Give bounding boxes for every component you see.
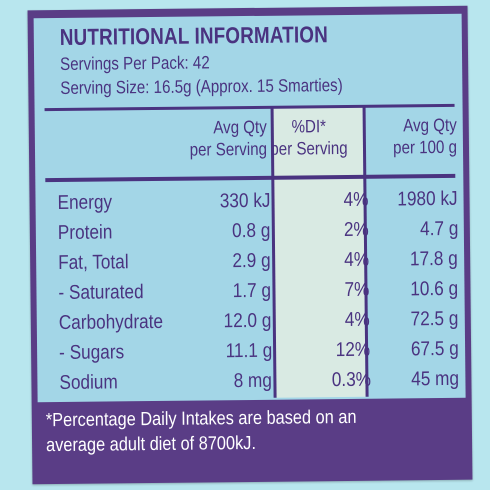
header-avg-per-serving: Avg Qty per Serving — [189, 116, 268, 160]
nutrient-name: Energy — [57, 190, 113, 214]
panel-title: NUTRITIONAL INFORMATION — [59, 21, 329, 50]
header-avg-per-100g: Avg Qty per 100 g — [392, 114, 458, 158]
table-row: Sodium 8 mg 0.3% 45 mg — [59, 364, 463, 398]
value-di: 4% — [344, 248, 370, 271]
value-per-serving: 2.9 g — [232, 249, 271, 272]
table-row: Protein 0.8 g 2% 4.7 g — [58, 214, 462, 248]
nutrient-name: - Sugars — [59, 340, 125, 364]
value-di: 7% — [344, 278, 370, 301]
value-per-serving: 12.0 g — [223, 309, 272, 332]
value-per-serving: 1.7 g — [232, 279, 272, 302]
value-per-serving: 8 mg — [233, 369, 273, 392]
nutrition-table-area: NUTRITIONAL INFORMATION Servings Per Pac… — [33, 13, 466, 403]
value-di: 0.3% — [331, 368, 371, 391]
value-per-100g: 45 mg — [411, 367, 460, 390]
table-row: - Saturated 1.7 g 7% 10.6 g — [58, 274, 462, 308]
servings-per-pack: Servings Per Pack: 42 — [59, 52, 210, 74]
value-di: 4% — [345, 308, 371, 331]
value-per-100g: 72.5 g — [410, 307, 459, 330]
header-di-per-serving: %DI* per Serving — [270, 116, 348, 159]
nutrition-panel: NUTRITIONAL INFORMATION Servings Per Pac… — [27, 5, 473, 485]
value-per-serving: 11.1 g — [225, 339, 272, 362]
value-per-100g: 4.7 g — [419, 217, 458, 240]
value-per-serving: 330 kJ — [219, 189, 271, 212]
table-row: Energy 330 kJ 4% 1980 kJ — [57, 184, 461, 218]
nutrient-table: Energy 330 kJ 4% 1980 kJ Protein 0.8 g 2% 4.7 g… — [57, 184, 463, 398]
value-per-100g: 10.6 g — [410, 277, 459, 300]
nutrient-name: Sodium — [59, 370, 118, 394]
value-per-100g: 17.8 g — [410, 247, 459, 270]
value-per-serving: 0.8 g — [232, 219, 271, 242]
value-di: 4% — [343, 188, 370, 211]
nutrient-name: - Saturated — [58, 280, 144, 304]
serving-size: Serving Size: 16.5g (Approx. 15 Smarties… — [60, 75, 343, 98]
nutrient-name: Protein — [57, 220, 113, 244]
nutrient-name: Fat, Total — [58, 250, 129, 274]
divider-top — [44, 103, 455, 112]
value-per-100g: 1980 kJ — [397, 187, 458, 210]
table-row: - Sugars 11.1 g 12% 67.5 g — [59, 334, 463, 368]
value-di: 12% — [335, 338, 371, 361]
value-per-100g: 67.5 g — [411, 337, 460, 360]
nutrient-name: Carbohydrate — [58, 310, 164, 334]
divider-header — [45, 173, 456, 183]
footnote: *Percentage Daily Intakes are based on a… — [45, 406, 357, 457]
table-row: Fat, Total 2.9 g 4% 17.8 g — [58, 244, 462, 278]
table-row: Carbohydrate 12.0 g 4% 72.5 g — [59, 304, 463, 338]
value-di: 2% — [344, 218, 370, 241]
